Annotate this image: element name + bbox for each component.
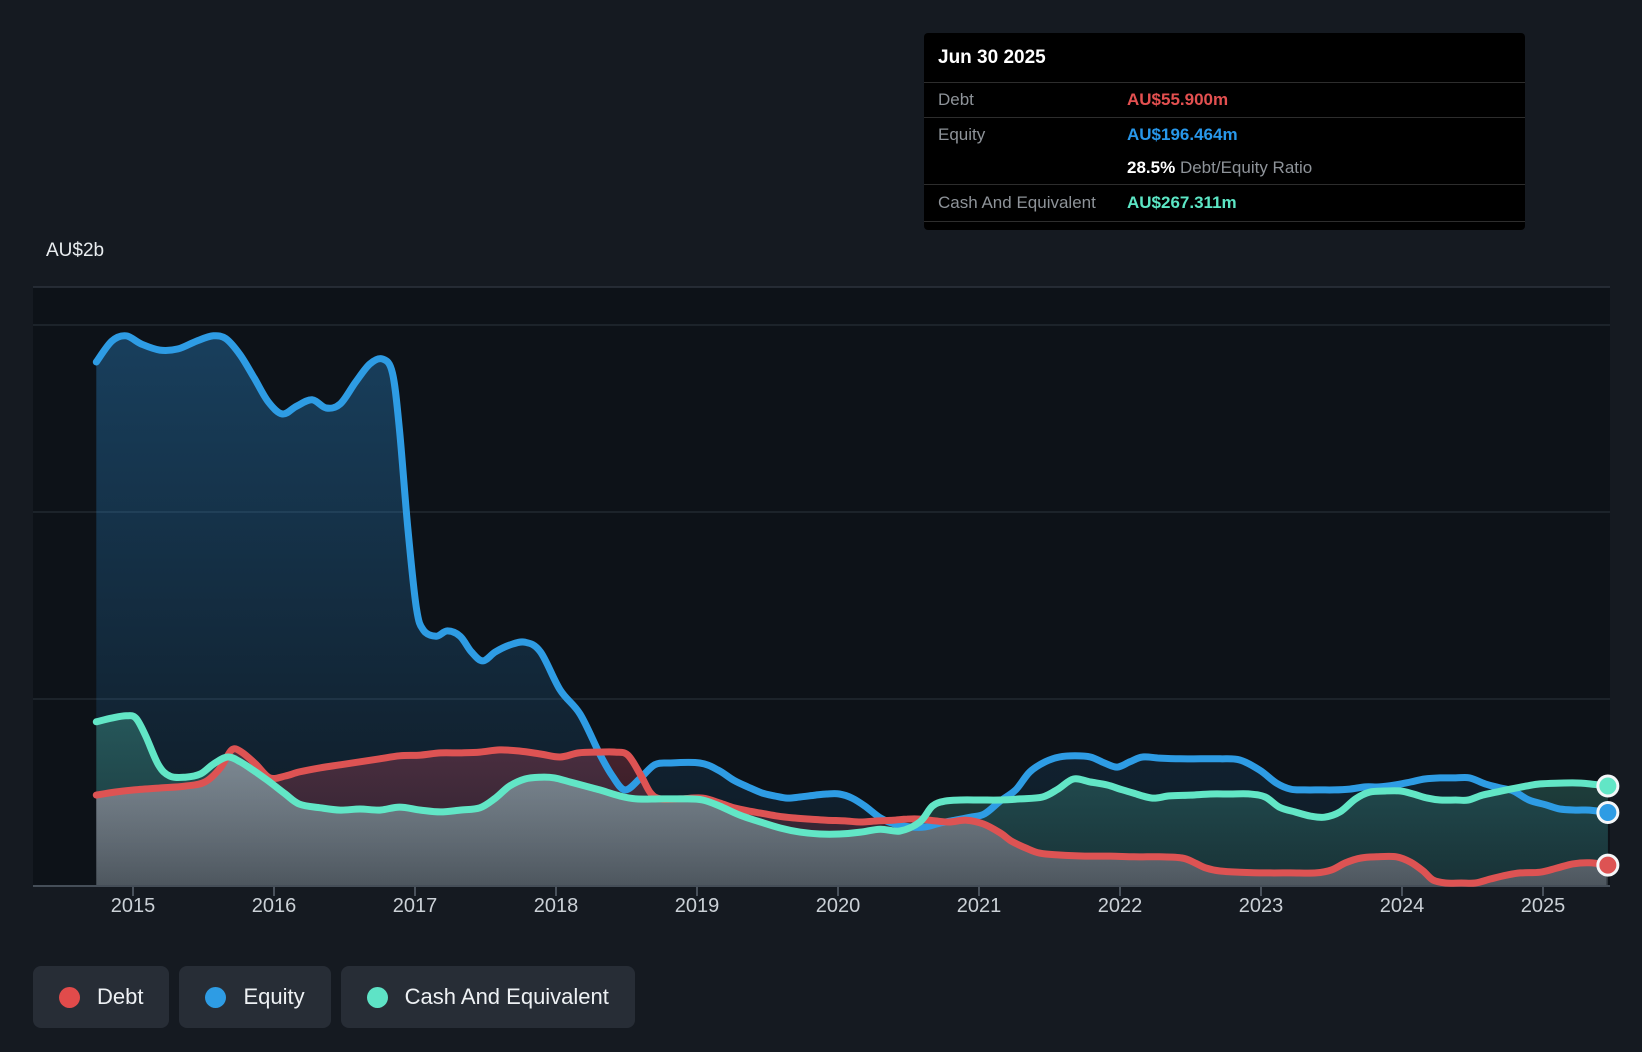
legend-label: Cash And Equivalent [405,984,609,1010]
x-axis-label-2017: 2017 [370,895,460,918]
legend-item-equity[interactable]: Equity [179,966,330,1028]
x-axis-label-2018: 2018 [511,895,601,918]
tooltip-row-ratio: 28.5% Debt/Equity Ratio [924,151,1525,185]
x-axis-label-2024: 2024 [1357,895,1447,918]
legend-label: Debt [97,984,143,1010]
x-axis-label-2016: 2016 [229,895,319,918]
legend-item-debt[interactable]: Debt [33,966,169,1028]
tooltip-ratio-value: 28.5% [1127,158,1175,177]
debt-equity-history-chart: AU$2b AU$0 20152016201720182019202020212… [0,0,1642,1052]
cash-endpoint-dot [1598,776,1618,796]
legend-dot-icon [367,987,388,1008]
x-axis-label-2020: 2020 [793,895,883,918]
x-axis-label-2021: 2021 [934,895,1024,918]
x-axis-label-2025: 2025 [1498,895,1588,918]
tooltip-cash-label: Cash And Equivalent [938,193,1127,213]
legend-dot-icon [59,987,80,1008]
debt-endpoint-dot [1598,855,1618,875]
legend-label: Equity [243,984,304,1010]
tooltip-equity-label: Equity [938,125,1127,145]
tooltip-ratio: 28.5% Debt/Equity Ratio [1127,158,1312,178]
tooltip-row-equity: Equity AU$196.464m [924,118,1525,151]
tooltip-ratio-label: Debt/Equity Ratio [1180,158,1312,177]
chart-tooltip: Jun 30 2025 Debt AU$55.900m Equity AU$19… [924,33,1525,230]
x-axis-label-2022: 2022 [1075,895,1165,918]
x-axis-label-2015: 2015 [88,895,178,918]
x-axis-label-2019: 2019 [652,895,742,918]
tooltip-equity-value: AU$196.464m [1127,125,1238,145]
equity-endpoint-dot [1598,803,1618,823]
tooltip-cash-value: AU$267.311m [1127,193,1237,213]
tooltip-date: Jun 30 2025 [924,33,1525,83]
tooltip-debt-label: Debt [938,90,1127,110]
tooltip-row-cash: Cash And Equivalent AU$267.311m [924,185,1525,222]
tooltip-row-debt: Debt AU$55.900m [924,83,1525,118]
legend-item-cash-and-equivalent[interactable]: Cash And Equivalent [341,966,635,1028]
legend: Debt Equity Cash And Equivalent [33,966,635,1028]
legend-dot-icon [205,987,226,1008]
x-axis-label-2023: 2023 [1216,895,1306,918]
tooltip-debt-value: AU$55.900m [1127,90,1228,110]
